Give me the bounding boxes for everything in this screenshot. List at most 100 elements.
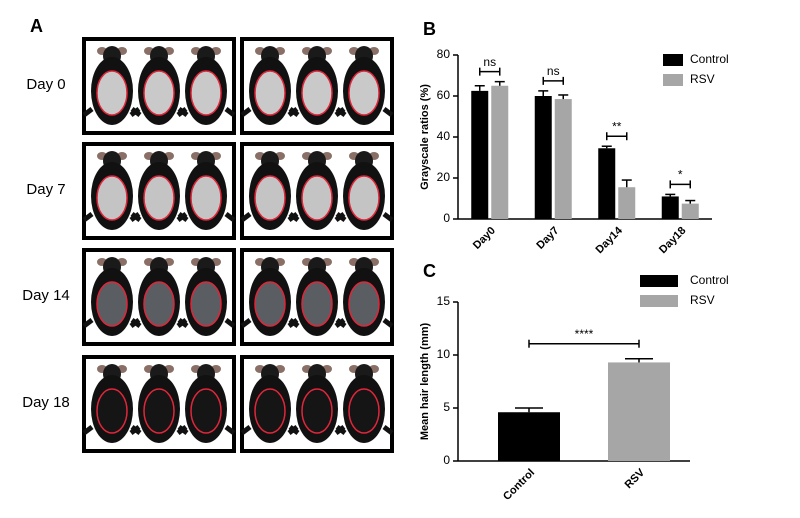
y-axis-label: Mean hair length (mm) [419,322,431,440]
depilated-area [96,175,128,221]
day-label: Day 0 [26,76,65,93]
depilated-area [190,281,222,327]
mouse-leg [334,318,346,328]
y-tick-label: 20 [437,170,451,184]
x-tick-label: Day14 [594,224,626,256]
y-tick-label: 0 [443,211,450,225]
depilated-area [301,281,333,327]
photo-panel [82,37,394,453]
mouse-leg [240,212,252,222]
mouse-leg [287,212,299,222]
depilated-area [143,281,175,327]
sig-label: **** [575,327,594,341]
bar [534,96,552,219]
mouse-leg [176,107,188,117]
depilated-area [190,175,222,221]
legend-swatch [640,295,678,307]
day-label: Day 18 [22,394,70,411]
mouse-leg [224,212,236,222]
mouse-leg [176,425,188,435]
panel-label: B [423,19,436,39]
y-tick-label: 60 [437,88,451,102]
mouse-leg [129,318,141,328]
depilated-area [348,175,380,221]
y-axis-label: Grayscale ratios (%) [419,84,431,190]
mouse-leg [334,212,346,222]
y-tick-label: 15 [437,294,451,308]
y-tick-label: 80 [437,47,451,61]
depilated-area [348,388,380,434]
mouse-leg [129,425,141,435]
day-label: Day 14 [22,287,70,304]
x-tick-label: Control [501,467,537,503]
mouse-leg [82,212,94,222]
bar [681,203,699,219]
mouse-leg [287,425,299,435]
legend-label: RSV [690,293,715,307]
mouse-leg [240,425,252,435]
bar [608,362,670,461]
mouse-leg [382,425,394,435]
x-tick-label: RSV [623,466,648,491]
mouse-leg [224,107,236,117]
legend-swatch [663,74,683,86]
bar [491,85,509,219]
bar [598,148,616,219]
depilated-area [143,175,175,221]
legend-label: Control [690,52,729,66]
depilated-area [301,70,333,116]
x-tick-label: Day18 [657,225,688,256]
depilated-area [143,70,175,116]
mouse-leg [287,107,299,117]
mouse-leg [334,425,346,435]
mouse-leg [287,318,299,328]
panel-label: A [30,16,43,36]
bar [618,187,636,219]
mouse-leg [382,107,394,117]
mouse-leg [129,212,141,222]
x-tick-label: Day0 [471,225,498,252]
y-tick-label: 0 [443,453,450,467]
bar [554,99,572,219]
mouse-leg [382,212,394,222]
depilated-area [254,281,286,327]
depilated-area [348,70,380,116]
mouse-leg [176,212,188,222]
panel-label: C [423,261,436,281]
y-tick-label: 5 [443,400,450,414]
sig-label: ns [547,64,560,78]
depilated-area [301,175,333,221]
y-tick-label: 10 [437,347,451,361]
legend-label: RSV [690,72,715,86]
sig-label: * [678,168,683,182]
mouse-leg [82,318,94,328]
mouse-leg [382,318,394,328]
mouse-leg [176,318,188,328]
mouse-leg [224,425,236,435]
depilated-area [254,70,286,116]
depilated-area [348,281,380,327]
mouse-leg [82,107,94,117]
depilated-area [190,388,222,434]
depilated-area [143,388,175,434]
bar [661,196,679,219]
depilated-area [96,388,128,434]
legend-label: Control [690,273,729,287]
depilated-area [254,388,286,434]
bar [498,412,560,461]
depilated-area [190,70,222,116]
mouse-leg [224,318,236,328]
depilated-area [96,281,128,327]
mouse-leg [240,318,252,328]
sig-label: ns [483,55,496,69]
mouse-leg [129,107,141,117]
depilated-area [254,175,286,221]
x-tick-label: Day7 [534,225,561,252]
mouse-leg [82,425,94,435]
sig-label: ** [612,119,622,133]
mouse-leg [240,107,252,117]
y-tick-label: 40 [437,129,451,143]
depilated-area [301,388,333,434]
legend-swatch [640,275,678,287]
